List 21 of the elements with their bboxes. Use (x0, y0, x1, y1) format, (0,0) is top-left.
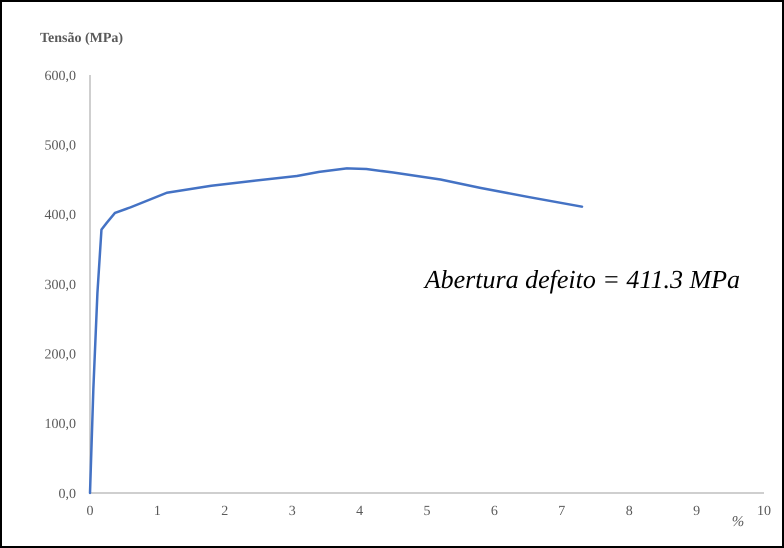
x-tick-label: 6 (490, 504, 498, 519)
y-tick-label: 300,0 (44, 278, 76, 293)
x-tick-label: 9 (693, 504, 700, 519)
annotation: Abertura defeito = 411.3 MPa (422, 265, 740, 294)
y-tick-label: 100,0 (44, 417, 76, 432)
x-tick-label: 7 (558, 504, 566, 519)
x-tick-label: 3 (288, 504, 296, 519)
x-tick-label: 0 (86, 504, 94, 519)
x-tick-label: 5 (424, 504, 430, 519)
x-tick-label: 10 (757, 504, 771, 519)
y-tick-label: 600,0 (44, 68, 76, 84)
x-axis-title: % (732, 514, 744, 530)
x-tick-label: 1 (154, 504, 161, 519)
x-tick-label: 2 (221, 504, 228, 519)
x-tick-label: 4 (356, 504, 364, 519)
y-tick-label: 500,0 (44, 138, 76, 154)
y-axis-title: Tensão (MPa) (40, 31, 124, 46)
y-tick-label: 400,0 (44, 208, 76, 224)
x-tick-label: 8 (626, 504, 633, 519)
y-tick-label: 200,0 (44, 348, 76, 363)
y-tick-label: 0,0 (58, 486, 76, 502)
